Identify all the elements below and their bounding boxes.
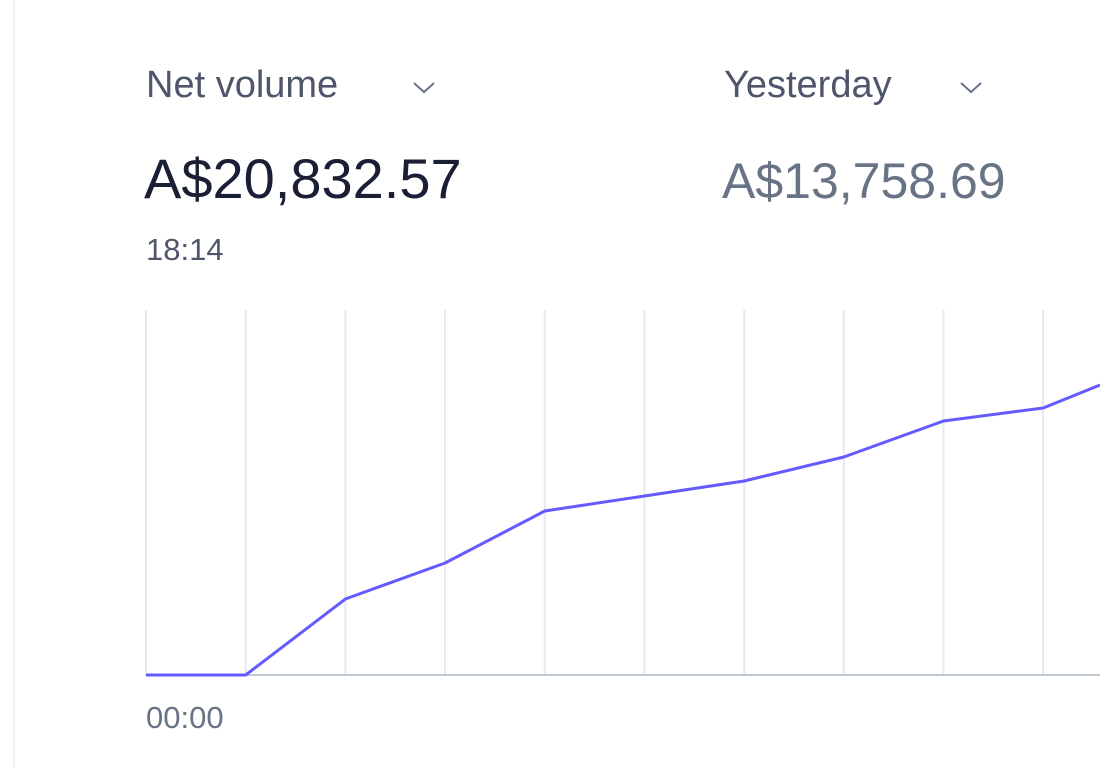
current-time: 18:14 bbox=[146, 232, 224, 267]
current-value: A$20,832.57 bbox=[144, 147, 462, 210]
x-tick-label: 00:00 bbox=[146, 700, 224, 735]
metric-selector[interactable]: Net volume bbox=[146, 64, 339, 106]
chevron[interactable] bbox=[413, 82, 435, 94]
comparison-value: A$13,758.69 bbox=[722, 153, 1006, 209]
period-selector[interactable]: Yesterday bbox=[724, 64, 892, 106]
side-border bbox=[13, 0, 15, 767]
chevron[interactable] bbox=[960, 82, 982, 94]
line bbox=[146, 383, 1100, 677]
